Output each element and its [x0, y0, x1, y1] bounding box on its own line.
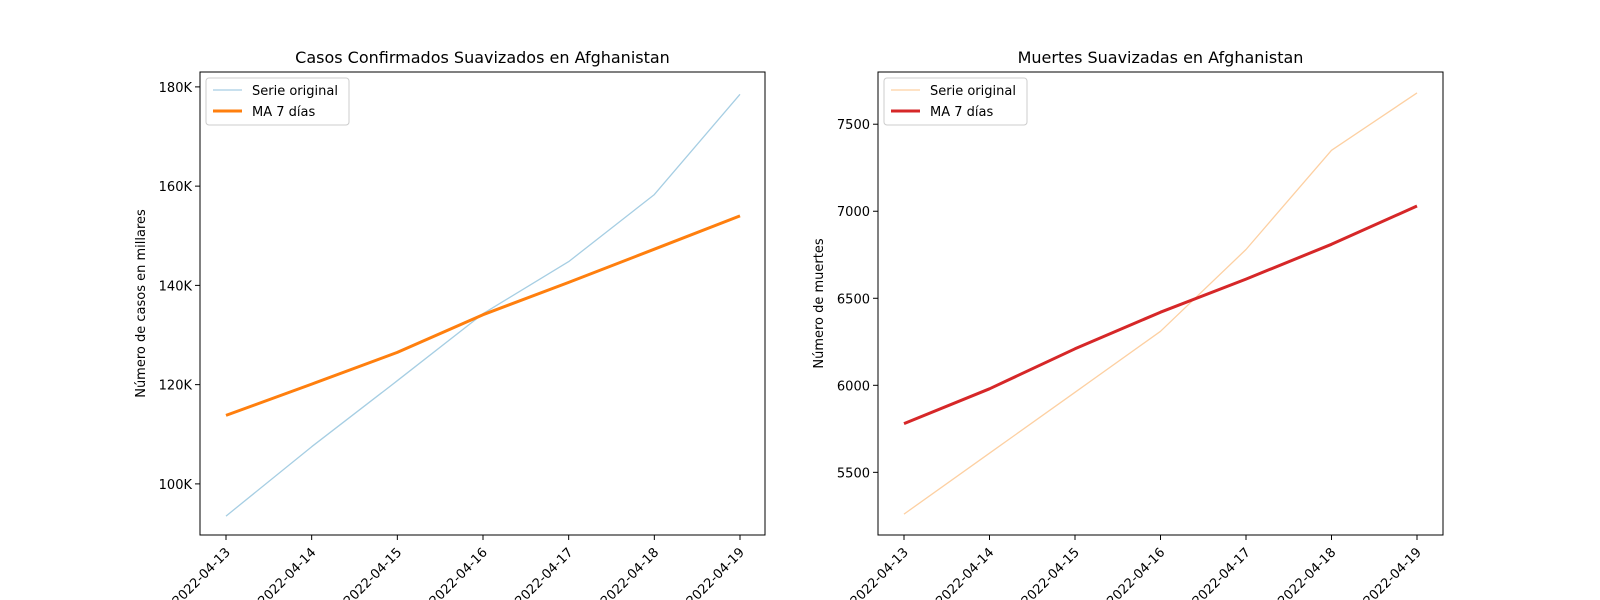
chart-cases: Casos Confirmados Suavizados en Afghanis…	[134, 48, 766, 600]
legend-label: Serie original	[252, 84, 338, 99]
data-point	[1074, 348, 1076, 350]
legend-label: Serie original	[930, 84, 1016, 99]
x-tick-label: 2022-04-17	[512, 545, 576, 600]
x-tick-label: 2022-04-14	[255, 545, 319, 600]
data-point	[568, 282, 570, 284]
x-tick-label: 2022-04-14	[933, 545, 997, 600]
x-tick-label: 2022-04-18	[598, 545, 662, 600]
data-point	[397, 380, 399, 382]
y-tick-label: 6500	[837, 292, 870, 307]
data-point	[225, 415, 227, 417]
legend-label: MA 7 días	[930, 105, 993, 120]
x-tick-label: 2022-04-13	[170, 545, 234, 600]
data-point	[654, 248, 656, 250]
legend: Serie original MA 7 días	[205, 77, 350, 126]
data-point	[1331, 150, 1333, 152]
x-tick-label: 2022-04-15	[341, 545, 405, 600]
x-tick-label: 2022-04-19	[684, 545, 748, 600]
data-point	[397, 352, 399, 354]
data-point	[989, 452, 991, 454]
data-point	[1074, 391, 1076, 393]
data-point	[1160, 331, 1162, 333]
data-point	[903, 423, 905, 425]
legend: Serie original MA 7 días	[883, 77, 1028, 126]
y-tick-label: 6000	[837, 379, 870, 394]
chart-deaths: Muertes Suavizadas en Afghanistan Número …	[812, 48, 1444, 600]
data-point	[568, 261, 570, 263]
y-tick-label: 140K	[159, 279, 193, 294]
legend-label: MA 7 días	[252, 105, 315, 120]
chart-title: Muertes Suavizadas en Afghanistan	[1018, 48, 1304, 67]
data-point	[311, 383, 313, 385]
series-line-1	[903, 204, 1418, 425]
data-point	[989, 388, 991, 390]
data-point	[1245, 278, 1247, 280]
data-point	[903, 513, 905, 515]
series-line-1	[225, 214, 741, 417]
data-point	[1160, 311, 1162, 313]
series-line-0	[225, 93, 741, 517]
data-point	[1416, 205, 1418, 207]
x-tick-label: 2022-04-18	[1275, 545, 1339, 600]
y-tick-label: 7000	[837, 205, 870, 220]
data-point	[739, 215, 741, 217]
series-line-0	[903, 92, 1418, 515]
y-tick-label: 7500	[837, 118, 870, 133]
data-point	[1331, 244, 1333, 246]
y-tick-label: 160K	[159, 180, 193, 195]
data-point	[1245, 249, 1247, 251]
data-point	[311, 446, 313, 448]
data-point	[1416, 92, 1418, 94]
y-tick-label: 5500	[837, 466, 870, 481]
x-tick-label: 2022-04-17	[1190, 545, 1254, 600]
x-tick-label: 2022-04-19	[1361, 545, 1425, 600]
y-axis-label: Número de casos en millares	[134, 209, 149, 398]
x-tick-label: 2022-04-15	[1019, 545, 1083, 600]
y-axis-label: Número de muertes	[812, 238, 827, 368]
x-tick-label: 2022-04-16	[427, 545, 491, 600]
x-tick-label: 2022-04-13	[848, 545, 912, 600]
y-tick-label: 120K	[159, 379, 193, 394]
y-tick-label: 100K	[159, 478, 193, 493]
x-tick-label: 2022-04-16	[1104, 545, 1168, 600]
data-point	[654, 194, 656, 196]
data-point	[225, 515, 227, 517]
y-tick-label: 180K	[159, 81, 193, 96]
axes-frame	[199, 71, 766, 536]
data-point	[482, 314, 484, 316]
data-point	[739, 94, 741, 96]
axes-frame	[877, 71, 1444, 536]
chart-title: Casos Confirmados Suavizados en Afghanis…	[295, 48, 670, 67]
